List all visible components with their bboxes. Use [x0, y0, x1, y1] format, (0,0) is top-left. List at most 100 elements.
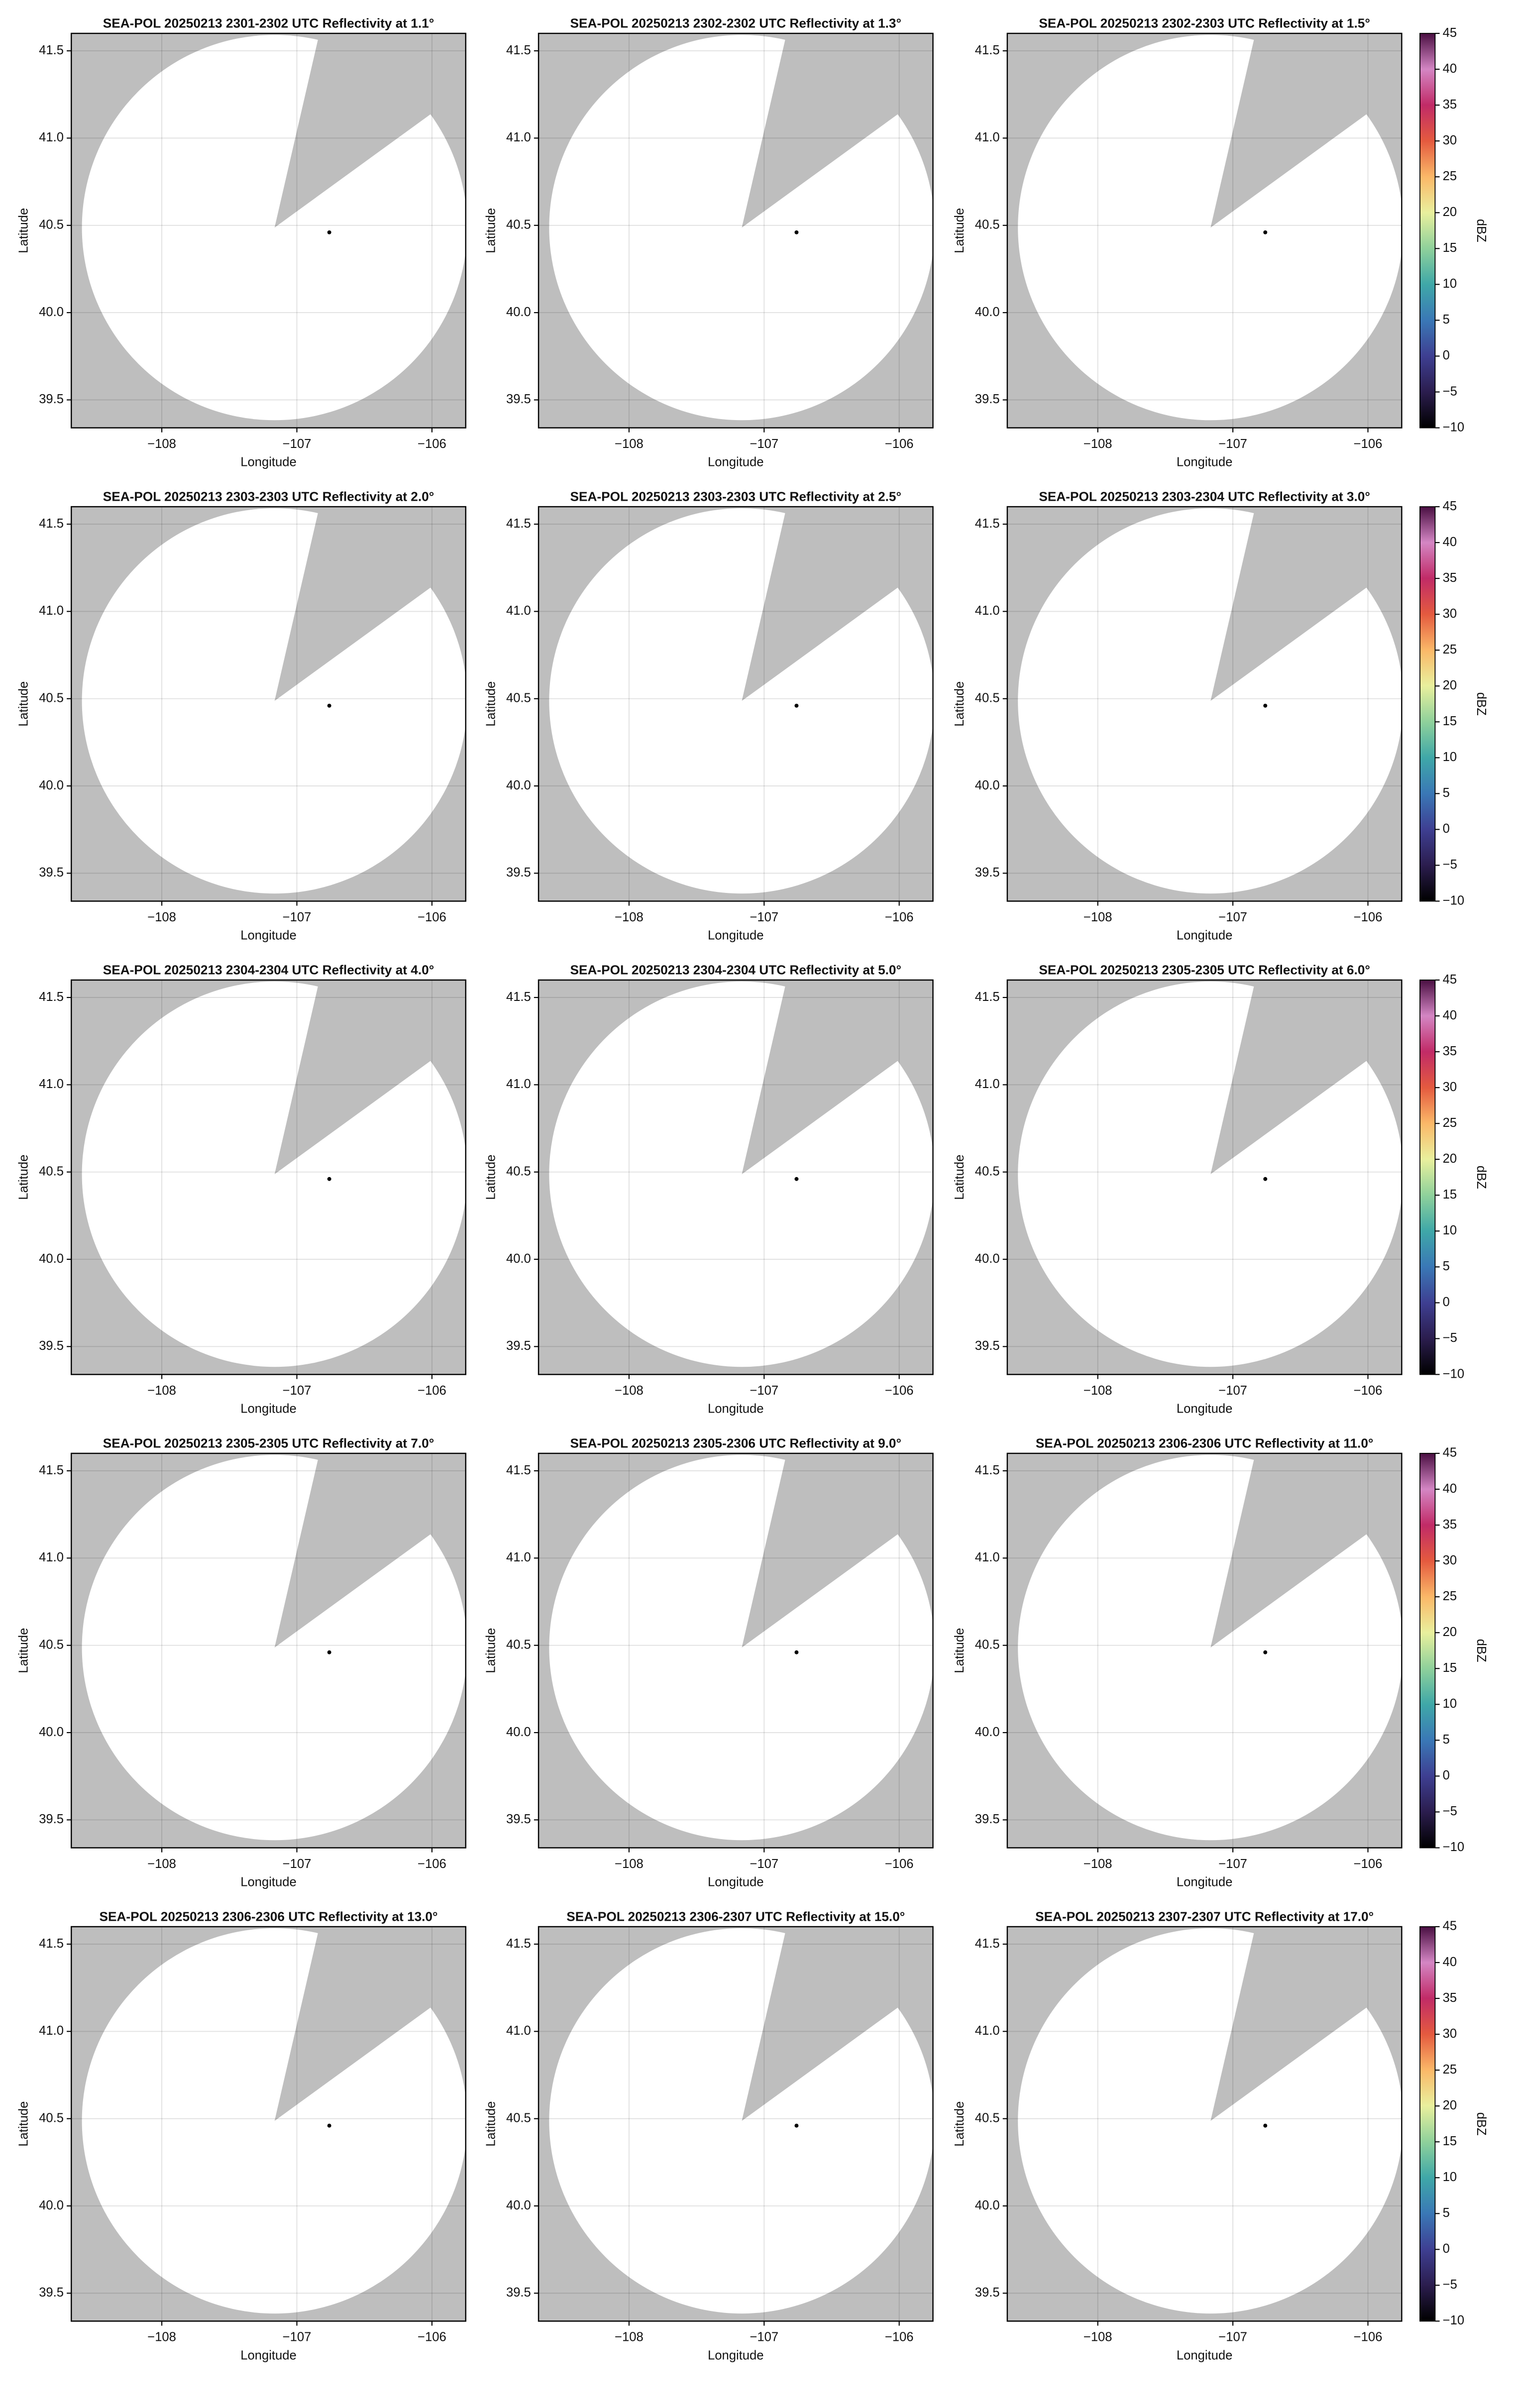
panel: −108 −107 −106 39.5 40.0 40.5 41.0 41.5 SEA-POL … [484, 1436, 934, 1889]
x-tick-label: −108 [1084, 910, 1112, 924]
panel: −108 −107 −106 39.5 40.0 40.5 41.0 41.5 SEA-POL … [17, 16, 466, 469]
axes-frame [538, 1926, 934, 2322]
x-axis-label: Longitude [240, 455, 296, 469]
y-axis-label: Latitude [953, 2101, 967, 2147]
y-tick-label: 39.5 [39, 866, 64, 879]
x-tick-label: −107 [750, 2330, 778, 2344]
y-axis-label: Latitude [953, 1155, 967, 1200]
blocked-sector [274, 507, 466, 701]
colorbar-tick-label: 10 [1443, 2170, 1457, 2184]
colorbar-tick-label: 40 [1443, 1008, 1457, 1022]
y-tick-label: 40.5 [39, 1638, 64, 1651]
y-tick-label: 41.0 [975, 1550, 1000, 1564]
colorbar [1419, 506, 1436, 902]
y-tick-label: 40.5 [975, 1638, 1000, 1651]
y-tick-label: 39.5 [506, 1812, 531, 1826]
y-axis-label: Latitude [484, 1628, 498, 1673]
y-axis-label: Latitude [484, 208, 498, 253]
colorbar-tick-label: 0 [1443, 2242, 1450, 2256]
y-tick-label: 40.0 [506, 1725, 531, 1739]
colorbar-tick-label: −5 [1443, 2278, 1457, 2292]
y-tick-label: 41.0 [975, 130, 1000, 144]
plot-area [71, 980, 466, 1375]
chart-title: SEA-POL 20250213 2303-2303 UTC Reflectiv… [103, 489, 434, 504]
blocked-sector [1210, 33, 1402, 228]
colorbar-tick-label: −5 [1443, 384, 1457, 398]
blocked-sector [742, 1926, 933, 2121]
y-tick-label: 40.0 [39, 2198, 64, 2212]
site-marker [1263, 1650, 1268, 1654]
colorbar [1419, 33, 1436, 429]
blocked-sector [742, 33, 933, 228]
y-tick-label: 41.5 [506, 43, 531, 57]
chart-title: SEA-POL 20250213 2305-2306 UTC Reflectiv… [570, 1436, 901, 1451]
y-tick-label: 40.0 [975, 1252, 1000, 1266]
blocked-sector [274, 1453, 466, 1648]
chart-title: SEA-POL 20250213 2304-2304 UTC Reflectiv… [570, 963, 901, 978]
y-tick-label: 40.5 [39, 691, 64, 705]
y-tick-label: 40.5 [975, 2111, 1000, 2125]
y-tick-label: 40.5 [506, 2111, 531, 2125]
x-tick-label: −108 [615, 1384, 644, 1398]
chart-title: SEA-POL 20250213 2304-2304 UTC Reflectiv… [103, 963, 434, 978]
colorbar-tick-label: 5 [1443, 1733, 1450, 1747]
y-tick-label: 40.0 [506, 2198, 531, 2212]
y-tick-label: 40.5 [39, 2111, 64, 2125]
site-marker [1263, 1177, 1268, 1181]
y-tick-label: 40.5 [39, 218, 64, 232]
axes-frame [71, 32, 466, 429]
colorbar-tick-label: −10 [1443, 1367, 1464, 1381]
colorbar-tick-label: 15 [1443, 241, 1457, 255]
y-tick-label: 39.5 [39, 2286, 64, 2299]
x-tick-label: −108 [147, 910, 176, 924]
y-tick-label: 41.5 [39, 1937, 64, 1951]
y-tick-label: 39.5 [975, 1339, 1000, 1353]
x-tick-label: −107 [1218, 437, 1247, 451]
y-axis-label: Latitude [953, 681, 967, 727]
colorbar-tick-label: 10 [1443, 1697, 1457, 1711]
colorbar-tick-label: 40 [1443, 1482, 1457, 1496]
x-tick-label: −108 [147, 437, 176, 451]
panel: −108 −107 −106 39.5 40.0 40.5 41.0 41.5 SEA-POL … [953, 1909, 1488, 2363]
colorbar [1419, 980, 1436, 1375]
y-axis-label: Latitude [17, 681, 31, 727]
panel: −108 −107 −106 39.5 40.0 40.5 41.0 41.5 SEA-POL … [953, 16, 1488, 469]
x-tick-label: −106 [1354, 910, 1383, 924]
axes-frame [71, 506, 466, 902]
chart-title: SEA-POL 20250213 2306-2306 UTC Reflectiv… [1036, 1436, 1374, 1451]
x-axis-label: Longitude [240, 1875, 296, 1889]
y-tick-label: 41.5 [975, 43, 1000, 57]
colorbar-tick-label: 20 [1443, 1625, 1457, 1639]
colorbar-tick-label: 35 [1443, 1044, 1457, 1058]
chart-title: SEA-POL 20250213 2302-2302 UTC Reflectiv… [570, 16, 901, 31]
x-tick-label: −108 [615, 910, 644, 924]
panel: −108 −107 −106 39.5 40.0 40.5 41.0 41.5 SEA-POL … [953, 489, 1488, 943]
colorbar-tick-label: 30 [1443, 1553, 1457, 1567]
blocked-sector [1210, 980, 1402, 1175]
x-tick-label: −106 [418, 1384, 446, 1398]
y-tick-label: 40.0 [39, 1725, 64, 1739]
y-axis-label: Latitude [953, 1628, 967, 1673]
x-tick-label: −107 [1218, 2330, 1247, 2344]
y-tick-label: 41.0 [39, 1550, 64, 1564]
colorbar-tick-label: 30 [1443, 607, 1457, 621]
colorbar-tick-label: 25 [1443, 1116, 1457, 1130]
colorbar-tick-label: 15 [1443, 1661, 1457, 1675]
y-tick-label: 41.5 [39, 517, 64, 531]
site-marker [1263, 703, 1268, 708]
x-tick-label: −106 [418, 1857, 446, 1871]
x-tick-label: −106 [418, 2330, 446, 2344]
y-tick-label: 39.5 [506, 866, 531, 879]
colorbar-tick-label: 10 [1443, 1223, 1457, 1237]
site-marker [794, 1650, 799, 1654]
y-tick-label: 41.5 [975, 1463, 1000, 1477]
y-tick-label: 41.0 [975, 604, 1000, 618]
y-tick-label: 39.5 [975, 392, 1000, 406]
plot-area [1007, 1926, 1402, 2321]
x-tick-label: −106 [885, 1857, 914, 1871]
colorbar-tick-label: 45 [1443, 1446, 1457, 1460]
panel: −108 −107 −106 39.5 40.0 40.5 41.0 41.5 SEA-POL … [953, 963, 1488, 1416]
y-tick-label: 39.5 [506, 2286, 531, 2299]
colorbar-tick-label: −10 [1443, 1840, 1464, 1854]
colorbar-tick-label: 20 [1443, 678, 1457, 692]
